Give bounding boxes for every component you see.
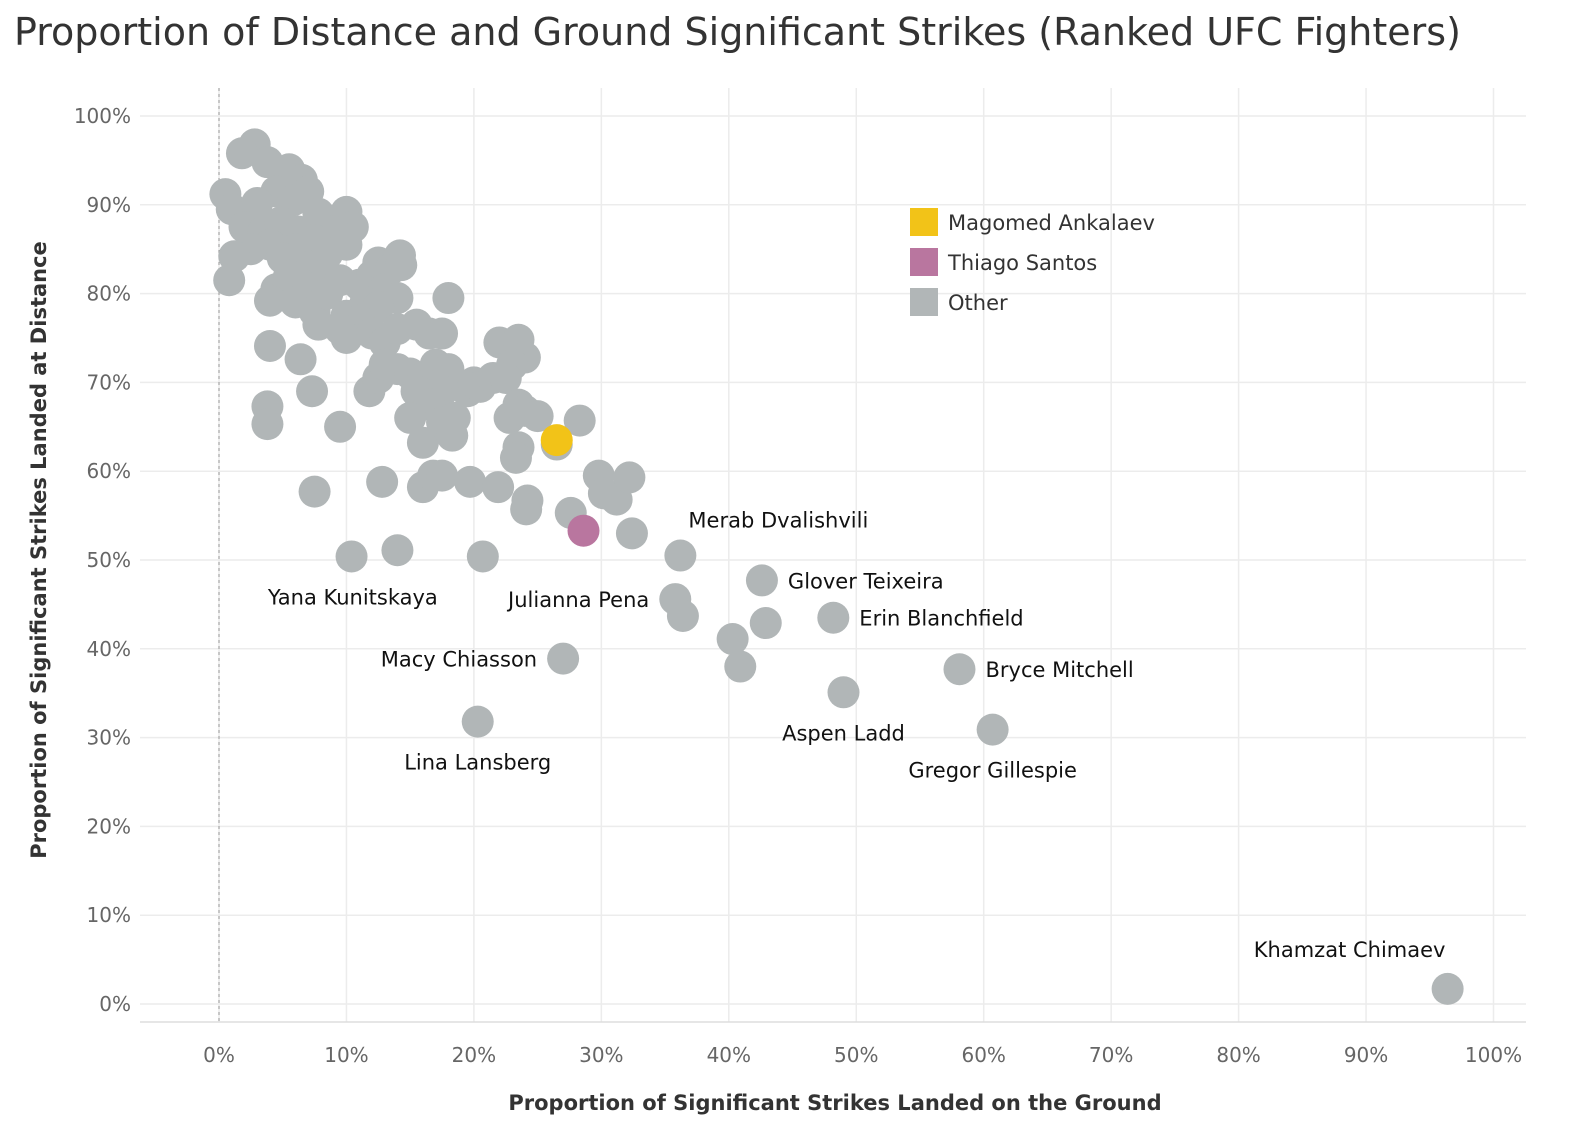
data-point	[241, 187, 274, 220]
data-point	[296, 375, 329, 408]
data-point	[745, 564, 778, 597]
data-point	[454, 465, 487, 498]
data-point	[253, 284, 286, 317]
data-point	[666, 599, 699, 632]
legend: Magomed Ankalaev Thiago Santos Other	[910, 208, 1155, 316]
y-tick-label: 10%	[87, 903, 131, 927]
gridlines	[140, 88, 1526, 1023]
data-point	[489, 361, 522, 394]
data-point	[218, 240, 251, 273]
data-point	[385, 249, 418, 282]
data-point	[510, 493, 543, 526]
x-tick-label: 60%	[961, 1043, 1005, 1067]
data-point	[426, 459, 459, 492]
y-tick-label: 50%	[87, 548, 131, 572]
legend-label: Thiago Santos	[947, 251, 1097, 275]
x-tick-label: 30%	[579, 1043, 623, 1067]
data-point	[225, 137, 258, 170]
data-point	[716, 623, 749, 656]
y-tick-label: 70%	[87, 370, 131, 394]
data-point	[976, 713, 1009, 746]
y-tick-label: 100%	[74, 104, 131, 128]
data-point	[547, 642, 580, 675]
data-point	[311, 277, 344, 310]
y-tick-label: 90%	[87, 193, 131, 217]
data-points	[209, 128, 1464, 1005]
data-point	[664, 539, 697, 572]
data-point	[436, 419, 469, 452]
point-label: Lina Lansberg	[404, 751, 551, 775]
data-point	[521, 400, 554, 433]
data-point	[817, 601, 850, 634]
point-labels: Merab Dvalishvili Glover Teixeira Erin Bla…	[267, 509, 1446, 962]
data-point	[426, 317, 459, 350]
data-point-highlight	[567, 514, 600, 547]
point-label: Khamzat Chimaev	[1254, 938, 1446, 962]
legend-label: Magomed Ankalaev	[948, 211, 1155, 235]
data-point	[273, 259, 306, 292]
x-tick-label: 0%	[203, 1043, 235, 1067]
x-tick-label: 10%	[324, 1043, 368, 1067]
data-point	[213, 264, 246, 297]
data-point	[563, 404, 596, 437]
point-label: Glover Teixeira	[788, 569, 944, 593]
x-tick-label: 50%	[834, 1043, 878, 1067]
data-point	[466, 540, 499, 573]
legend-swatch	[910, 208, 938, 236]
data-point	[461, 705, 494, 738]
data-point	[284, 343, 317, 376]
y-tick-label: 40%	[87, 637, 131, 661]
x-tick-label: 100%	[1465, 1043, 1522, 1067]
data-point	[251, 408, 284, 441]
data-point	[432, 282, 465, 315]
data-point	[366, 465, 399, 498]
point-label: Merab Dvalishvili	[688, 509, 868, 533]
data-point	[324, 410, 357, 443]
point-label: Bryce Mitchell	[985, 658, 1133, 682]
chart-title: Proportion of Distance and Ground Signif…	[14, 10, 1461, 54]
data-point	[613, 461, 646, 494]
legend-swatch	[910, 248, 938, 276]
x-tick-label: 90%	[1344, 1043, 1388, 1067]
x-axis-title: Proportion of Significant Strikes Landed…	[508, 1091, 1161, 1115]
data-point	[827, 676, 860, 709]
data-point	[724, 650, 757, 683]
point-label: Yana Kunitskaya	[267, 585, 438, 609]
legend-label: Other	[948, 291, 1008, 315]
point-label: Aspen Ladd	[782, 721, 905, 745]
point-label: Julianna Pena	[506, 588, 649, 612]
data-point	[253, 329, 286, 362]
y-tick-label: 30%	[87, 726, 131, 750]
data-point	[1431, 972, 1464, 1005]
x-tick-label: 20%	[452, 1043, 496, 1067]
x-tick-label: 40%	[707, 1043, 751, 1067]
data-point	[406, 426, 439, 459]
y-tick-label: 0%	[99, 992, 131, 1016]
y-axis-ticks: 0% 10% 20% 30% 40% 50% 60% 70% 80% 90% 100%	[74, 104, 131, 1016]
data-point	[381, 534, 414, 567]
y-tick-label: 20%	[87, 814, 131, 838]
legend-swatch	[910, 288, 938, 316]
data-point	[943, 653, 976, 686]
data-point	[298, 475, 331, 508]
data-point	[749, 607, 782, 640]
data-point	[330, 322, 363, 354]
point-label: Gregor Gillespie	[908, 759, 1077, 783]
data-point	[335, 540, 368, 573]
data-point-highlight	[540, 424, 573, 457]
data-point	[499, 441, 532, 474]
y-axis-title: Proportion of Significant Strikes Landed…	[27, 241, 51, 859]
x-tick-label: 70%	[1089, 1043, 1133, 1067]
x-tick-label: 80%	[1216, 1043, 1260, 1067]
point-label: Macy Chiasson	[381, 648, 537, 672]
x-axis-ticks: 0% 10% 20% 30% 40% 50% 60% 70% 80% 90% 100%	[203, 1043, 1522, 1067]
y-tick-label: 80%	[87, 282, 131, 306]
data-point	[482, 471, 515, 504]
y-tick-label: 60%	[87, 459, 131, 483]
point-label: Erin Blanchfield	[859, 607, 1023, 631]
data-point	[615, 517, 648, 550]
data-point	[394, 401, 427, 434]
